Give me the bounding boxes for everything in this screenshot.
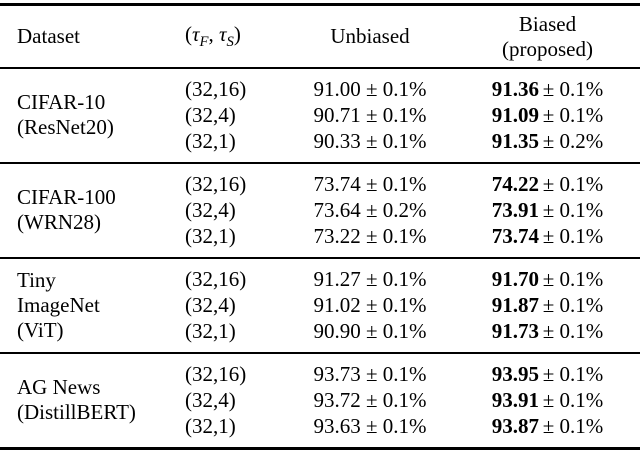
biased-value: 74.22	[491, 172, 539, 196]
biased-pm: ± 0.1%	[542, 267, 604, 291]
tau-cell: (32,1)	[185, 319, 236, 343]
tau-cell: (32,16)	[185, 77, 247, 101]
tau-s-symbol: τ	[219, 21, 227, 46]
dataset-line: (ViT)	[17, 317, 64, 342]
dataset-line: CIFAR-10	[17, 90, 106, 114]
biased-value: 93.91	[491, 388, 539, 412]
biased-value: 91.35	[491, 129, 539, 153]
tau-close: )	[233, 21, 241, 46]
tau-separator: ,	[208, 21, 220, 46]
col-header-biased: Biased (proposed)	[455, 12, 640, 62]
unbiased-cell: 73.74 ± 0.1%	[313, 172, 427, 196]
unbiased-cell: 90.90 ± 0.1%	[313, 319, 427, 343]
table-group-cifar10: CIFAR-10 (ResNet20) (32,16) 91.00 ± 0.1%…	[0, 69, 640, 162]
biased-cell: 91.09 ± 0.1%	[455, 102, 640, 128]
biased-pm: ± 0.1%	[542, 362, 604, 386]
biased-pm: ± 0.1%	[542, 319, 604, 343]
biased-value: 73.74	[491, 224, 539, 248]
tau-cell: (32,4)	[185, 198, 236, 222]
unbiased-cell: 91.02 ± 0.1%	[313, 293, 427, 317]
biased-cell: 93.95 ± 0.1%	[455, 361, 640, 387]
biased-cell: 93.91 ± 0.1%	[455, 387, 640, 413]
group-separator-rule	[0, 162, 640, 164]
biased-value: 91.73	[491, 319, 539, 343]
tau-cell: (32,16)	[185, 172, 247, 196]
col-header-tau: (τF, τS)	[180, 22, 285, 51]
biased-pm: ± 0.1%	[542, 77, 604, 101]
biased-cell: 93.87 ± 0.1%	[455, 413, 640, 439]
tau-f-symbol: τ	[192, 21, 200, 46]
tau-cell: (32,4)	[185, 293, 236, 317]
group-separator-rule	[0, 257, 640, 259]
tau-s-subscript: S	[226, 34, 234, 51]
table-group-cifar100: CIFAR-100 (WRN28) (32,16) 73.74 ± 0.1% 7…	[0, 164, 640, 257]
biased-pm: ± 0.1%	[542, 224, 604, 248]
biased-pm: ± 0.1%	[542, 414, 604, 438]
dataset-line: ImageNet	[17, 292, 100, 317]
tau-cell: (32,1)	[185, 224, 236, 248]
dataset-cell: Tiny ImageNet (ViT)	[0, 268, 180, 343]
unbiased-cell: 90.33 ± 0.1%	[313, 129, 427, 153]
biased-value: 91.87	[491, 293, 539, 317]
dataset-line: (DistillBERT)	[17, 400, 136, 424]
table-group-tiny-imagenet: Tiny ImageNet (ViT) (32,16) 91.27 ± 0.1%…	[0, 259, 640, 352]
biased-cell: 91.70 ± 0.1%	[455, 266, 640, 292]
biased-header-line2: (proposed)	[502, 36, 593, 61]
dataset-cell: CIFAR-10 (ResNet20)	[0, 90, 180, 140]
dataset-cell: AG News (DistillBERT)	[0, 375, 180, 425]
dataset-line: (ResNet20)	[17, 115, 114, 139]
biased-pm: ± 0.1%	[542, 172, 604, 196]
unbiased-cell: 93.63 ± 0.1%	[313, 414, 427, 438]
tau-cell: (32,4)	[185, 388, 236, 412]
table-group-ag-news: AG News (DistillBERT) (32,16) 93.73 ± 0.…	[0, 354, 640, 447]
biased-cell: 91.36 ± 0.1%	[455, 76, 640, 102]
col-header-dataset: Dataset	[17, 24, 80, 48]
dataset-line: Tiny	[17, 267, 56, 292]
table-header-row: Dataset (τF, τS) Unbiased Biased (propos…	[0, 6, 640, 67]
biased-cell: 73.91 ± 0.1%	[455, 197, 640, 223]
biased-value: 93.95	[491, 362, 539, 386]
dataset-line: AG News	[17, 375, 101, 399]
biased-value: 73.91	[491, 198, 539, 222]
biased-cell: 91.73 ± 0.1%	[455, 318, 640, 344]
col-header-unbiased: Unbiased	[330, 24, 410, 48]
biased-header-line1: Biased	[518, 11, 577, 36]
unbiased-cell: 73.64 ± 0.2%	[313, 198, 427, 222]
tau-cell: (32,16)	[185, 267, 247, 291]
unbiased-cell: 93.73 ± 0.1%	[313, 362, 427, 386]
unbiased-cell: 90.71 ± 0.1%	[313, 103, 427, 127]
group-separator-rule	[0, 352, 640, 354]
biased-pm: ± 0.1%	[542, 388, 604, 412]
biased-value: 91.09	[491, 103, 539, 127]
dataset-line: (WRN28)	[17, 210, 101, 234]
unbiased-cell: 91.27 ± 0.1%	[313, 267, 427, 291]
tau-cell: (32,1)	[185, 414, 236, 438]
biased-cell: 73.74 ± 0.1%	[455, 223, 640, 249]
unbiased-cell: 93.72 ± 0.1%	[313, 388, 427, 412]
dataset-cell: CIFAR-100 (WRN28)	[0, 185, 180, 235]
biased-value: 93.87	[491, 414, 539, 438]
biased-pm: ± 0.1%	[542, 103, 604, 127]
tau-cell: (32,4)	[185, 103, 236, 127]
dataset-line: CIFAR-100	[17, 185, 116, 209]
tau-cell: (32,1)	[185, 129, 236, 153]
unbiased-cell: 73.22 ± 0.1%	[313, 224, 427, 248]
biased-value: 91.70	[491, 267, 539, 291]
header-rule	[0, 67, 640, 69]
biased-pm: ± 0.1%	[542, 293, 604, 317]
biased-cell: 91.35 ± 0.2%	[455, 128, 640, 154]
table-top-rule	[0, 3, 640, 6]
table-bottom-rule	[0, 447, 640, 450]
tau-cell: (32,16)	[185, 362, 247, 386]
biased-pm: ± 0.1%	[542, 198, 604, 222]
biased-value: 91.36	[491, 77, 539, 101]
unbiased-cell: 91.00 ± 0.1%	[313, 77, 427, 101]
tau-open: (	[185, 21, 192, 46]
biased-cell: 91.87 ± 0.1%	[455, 292, 640, 318]
tau-f-subscript: F	[199, 34, 209, 51]
biased-pm: ± 0.2%	[542, 129, 604, 153]
biased-cell: 74.22 ± 0.1%	[455, 171, 640, 197]
